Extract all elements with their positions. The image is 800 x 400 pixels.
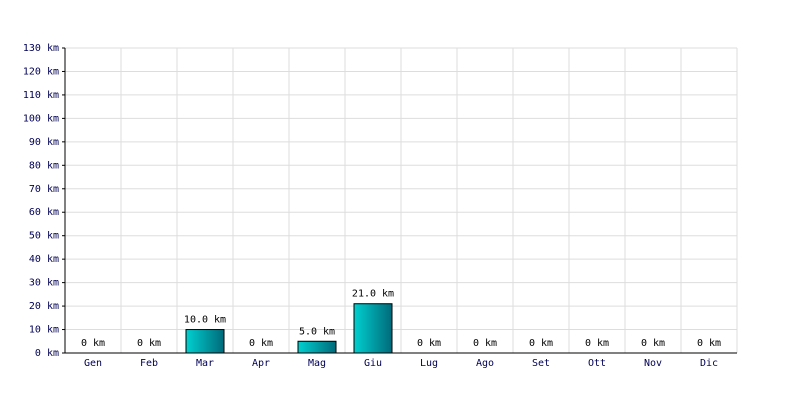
- y-tick-label: 100 km: [23, 113, 59, 124]
- bar: [297, 340, 337, 354]
- bar: [353, 303, 393, 354]
- y-tick-label: 90 km: [29, 137, 59, 148]
- x-tick-label: Ott: [588, 358, 606, 369]
- y-tick-label: 20 km: [29, 301, 59, 312]
- value-label: 0 km: [81, 338, 105, 349]
- value-label: 0 km: [697, 338, 721, 349]
- x-tick-label: Feb: [140, 358, 158, 369]
- y-tick-label: 110 km: [23, 90, 59, 101]
- x-tick-label: Ago: [476, 358, 494, 369]
- x-tick-label: Giu: [364, 358, 382, 369]
- x-tick-label: Apr: [252, 358, 270, 369]
- value-label: 0 km: [641, 338, 665, 349]
- y-tick-label: 40 km: [29, 254, 59, 265]
- value-label: 0 km: [529, 338, 553, 349]
- y-tick-label: 10 km: [29, 325, 59, 336]
- value-label: 10.0 km: [184, 315, 226, 326]
- value-label: 0 km: [137, 338, 161, 349]
- value-label: 21.0 km: [352, 289, 394, 300]
- bar: [185, 329, 225, 354]
- x-tick-label: Gen: [84, 358, 102, 369]
- value-label: 0 km: [473, 338, 497, 349]
- x-tick-label: Nov: [644, 358, 662, 369]
- y-tick-label: 0 km: [35, 348, 59, 359]
- y-tick-label: 50 km: [29, 231, 59, 242]
- y-tick-label: 30 km: [29, 278, 59, 289]
- y-tick-label: 130 km: [23, 43, 59, 54]
- x-tick-label: Lug: [420, 358, 438, 369]
- x-tick-label: Dic: [700, 358, 718, 369]
- y-tick-label: 70 km: [29, 184, 59, 195]
- value-label: 5.0 km: [299, 326, 335, 337]
- y-tick-label: 80 km: [29, 160, 59, 171]
- value-label: 0 km: [585, 338, 609, 349]
- x-tick-label: Mag: [308, 358, 326, 369]
- value-label: 0 km: [417, 338, 441, 349]
- y-tick-label: 120 km: [23, 66, 59, 77]
- y-tick-label: 60 km: [29, 207, 59, 218]
- x-tick-label: Mar: [196, 358, 214, 369]
- x-tick-label: Set: [532, 358, 550, 369]
- value-label: 0 km: [249, 338, 273, 349]
